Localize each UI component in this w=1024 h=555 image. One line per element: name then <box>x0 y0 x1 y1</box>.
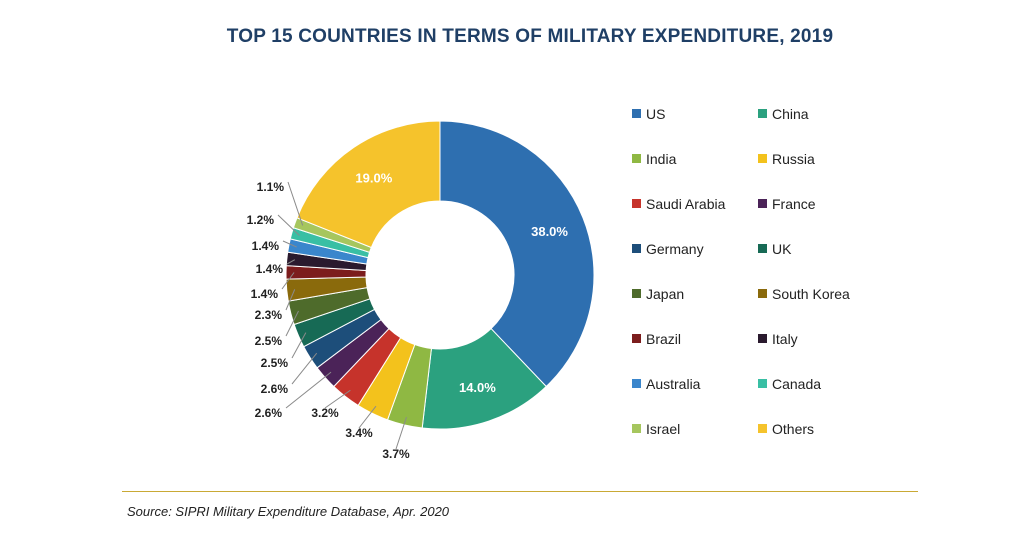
legend-swatch <box>632 109 641 118</box>
legend-label: Saudi Arabia <box>646 195 726 212</box>
legend-item-india: India <box>632 147 758 170</box>
legend-item-japan: Japan <box>632 282 758 305</box>
legend-label: UK <box>772 240 792 257</box>
legend-swatch <box>758 289 767 298</box>
legend-label: Canada <box>772 375 822 392</box>
legend-item-uk: UK <box>758 237 908 260</box>
legend-swatch <box>632 424 641 433</box>
slice-others <box>296 120 441 249</box>
legend-item-south-korea: South Korea <box>758 282 908 305</box>
legend-swatch <box>632 199 641 208</box>
legend-swatch <box>632 244 641 253</box>
footer-divider <box>122 491 918 492</box>
legend-label: Germany <box>646 240 704 257</box>
legend-label: South Korea <box>772 285 850 302</box>
legend-item-russia: Russia <box>758 147 908 170</box>
legend-swatch <box>632 379 641 388</box>
legend-swatch <box>632 334 641 343</box>
data-label-japan: 2.5% <box>255 334 283 348</box>
data-label-russia: 3.4% <box>345 426 373 440</box>
legend-item-germany: Germany <box>632 237 758 260</box>
leader-line-russia <box>358 405 377 429</box>
legend-swatch <box>758 424 767 433</box>
legend-item-saudi-arabia: Saudi Arabia <box>632 192 758 215</box>
leader-line-germany <box>291 352 318 385</box>
legend-label: Others <box>772 420 815 437</box>
legend-label: Italy <box>772 330 798 347</box>
legend-label: France <box>772 195 816 212</box>
legend-item-us: US <box>632 102 758 125</box>
legend-swatch <box>632 154 641 163</box>
leader-line-australia <box>282 240 297 248</box>
leader-line-india <box>395 416 407 450</box>
data-label-us: 38.0% <box>531 224 568 239</box>
data-label-italy: 1.4% <box>256 262 284 276</box>
data-label-others: 19.0% <box>355 170 392 185</box>
data-label-south-korea: 2.3% <box>255 308 283 322</box>
legend-swatch <box>758 109 767 118</box>
leader-line-saudi-arabia <box>324 389 351 409</box>
legend-item-france: France <box>758 192 908 215</box>
data-label-india: 3.7% <box>382 447 410 461</box>
data-label-australia: 1.4% <box>252 239 280 253</box>
legend-swatch <box>758 244 767 253</box>
leader-line-uk <box>291 332 307 359</box>
legend-item-china: China <box>758 102 908 125</box>
legend-item-italy: Italy <box>758 327 908 350</box>
data-label-uk: 2.5% <box>261 356 289 370</box>
legend-item-others: Others <box>758 417 908 440</box>
legend-label: Brazil <box>646 330 682 347</box>
data-label-france: 2.6% <box>255 406 283 420</box>
slice-us <box>439 120 595 388</box>
legend-swatch <box>758 199 767 208</box>
data-label-canada: 1.2% <box>247 213 275 227</box>
legend-swatch <box>632 289 641 298</box>
legend-swatch <box>758 334 767 343</box>
data-label-china: 14.0% <box>459 380 496 395</box>
source-note: Source: SIPRI Military Expenditure Datab… <box>127 504 450 519</box>
leader-line-canada <box>277 214 300 236</box>
legend-swatch <box>758 379 767 388</box>
legend-label: Japan <box>646 285 685 302</box>
leader-line-israel <box>287 181 304 226</box>
legend-item-canada: Canada <box>758 372 908 395</box>
legend-swatch <box>758 154 767 163</box>
legend-label: India <box>646 150 677 167</box>
leader-line-italy <box>286 259 296 265</box>
legend-label: Russia <box>772 150 815 167</box>
data-label-saudi-arabia: 3.2% <box>311 406 339 420</box>
legend-label: US <box>646 105 666 122</box>
data-label-germany: 2.6% <box>261 382 289 396</box>
legend-item-israel: Israel <box>632 417 758 440</box>
legend-label: Israel <box>646 420 681 437</box>
leader-line-japan <box>285 310 299 337</box>
legend-item-australia: Australia <box>632 372 758 395</box>
legend-label: Australia <box>646 375 701 392</box>
legend-label: China <box>772 105 809 122</box>
legend-item-brazil: Brazil <box>632 327 758 350</box>
data-label-israel: 1.1% <box>257 180 285 194</box>
data-label-brazil: 1.4% <box>251 287 279 301</box>
chart-title: TOP 15 COUNTRIES IN TERMS OF MILITARY EX… <box>226 26 834 47</box>
leader-line-france <box>285 371 332 409</box>
leader-line-brazil <box>281 272 295 290</box>
leader-line-south-korea <box>285 289 296 311</box>
chart-legend: US China India Russia Saudi Arabia France Germ… <box>632 102 932 440</box>
